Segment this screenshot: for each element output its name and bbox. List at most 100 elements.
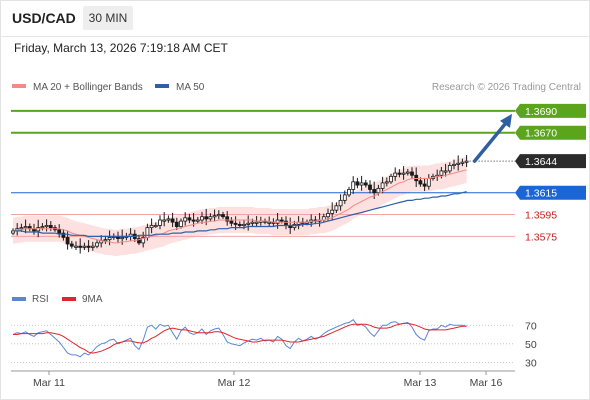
candle-body [48, 225, 53, 229]
candle-body [179, 220, 183, 227]
candle-body [74, 245, 78, 248]
candle-body [267, 221, 272, 224]
credit-text: Research © 2026 Trading Central [432, 82, 581, 93]
symbol-label: USD/CAD [12, 10, 76, 26]
candle-body [439, 170, 444, 176]
candle-body [36, 227, 41, 232]
candle-body [410, 171, 414, 176]
candle-body [141, 237, 146, 244]
candle-body [187, 217, 192, 221]
candle-body [149, 225, 154, 229]
candle-body [23, 226, 28, 229]
rsi-legend-swatch-1 [62, 297, 76, 301]
candle-body [330, 209, 335, 214]
candle-body [107, 237, 112, 241]
candle-body [195, 219, 200, 222]
candle-body [44, 225, 49, 228]
candle-body [162, 219, 167, 222]
candle-body [363, 182, 368, 186]
candle-body [355, 181, 360, 186]
rsi-tick-70: 70 [525, 320, 537, 332]
candle-body [342, 194, 347, 201]
candle-body [418, 180, 423, 185]
candle-body [422, 183, 427, 187]
pivot-tag-1.3615-box [515, 185, 586, 200]
ma20-line [12, 169, 467, 244]
legend-swatch-1 [155, 84, 169, 88]
candle-body [380, 182, 385, 189]
candle-body [426, 178, 431, 187]
projection-arrow-shaft [472, 121, 508, 163]
candle-body [57, 229, 62, 234]
x-tick-label-0: Mar 11 [33, 377, 65, 389]
candle-body [90, 245, 95, 248]
candle-body [82, 245, 87, 248]
candle-body [393, 172, 398, 177]
candle-body [225, 216, 230, 222]
candle-body [376, 187, 381, 194]
rsi-legend-label-0: RSI [32, 294, 49, 305]
pivot-tag-1.3615-text: 1.3615 [525, 188, 557, 200]
candle-body [212, 215, 217, 218]
candle-body [200, 216, 204, 221]
candle-body [401, 172, 406, 175]
candle-body [137, 238, 141, 244]
candle-body [405, 171, 410, 174]
candle-body [447, 165, 452, 172]
legend-label-1: MA 50 [176, 82, 205, 93]
candle-body [347, 189, 351, 196]
candle-body [334, 205, 339, 211]
timeframe-button[interactable]: 30 MIN [83, 6, 133, 30]
ma50-line [13, 191, 467, 237]
rsi-line [12, 319, 467, 358]
candle-body [19, 227, 24, 230]
candle-body [145, 227, 150, 238]
rsi-legend-label-1: 9MA [82, 294, 103, 305]
candle-body [389, 175, 393, 183]
rsi-tick-50: 50 [525, 339, 537, 351]
candle-body [153, 225, 158, 228]
candle-body [326, 213, 330, 218]
rsi-tick-30: 30 [525, 357, 537, 369]
candle-body [69, 243, 74, 247]
legend-swatch-0 [12, 84, 26, 88]
target-tag-1.3690-box [515, 103, 586, 118]
candle-body [443, 170, 448, 173]
candle-body [254, 221, 259, 224]
candle-body [275, 219, 280, 224]
target-tag-1.3690-text: 1.3690 [525, 106, 557, 118]
x-tick-label-1: Mar 12 [218, 377, 251, 389]
rsi-legend-swatch-0 [12, 297, 26, 301]
candle-body [158, 219, 162, 226]
candle-body [86, 245, 91, 248]
timestamp-label: Friday, March 13, 2026 7:19:18 AM CET [14, 41, 228, 55]
candle-body [229, 220, 234, 224]
candle-body [233, 222, 238, 225]
candle-body [166, 218, 171, 221]
candle-body [351, 181, 356, 190]
rsi-9ma-line [13, 322, 467, 354]
target-tag-1.3670-box [515, 125, 586, 140]
chart-header: USD/CAD 30 MIN [0, 0, 590, 37]
current-price-tag-text: 1.3644 [525, 156, 557, 168]
candle-body [40, 226, 45, 229]
x-tick-label-3: Mar 16 [470, 377, 503, 389]
candle-body [359, 182, 364, 186]
candle-body [250, 221, 255, 224]
candle-body [103, 239, 108, 242]
candle-body [204, 216, 209, 220]
candle-body [61, 232, 66, 238]
candle-body [78, 245, 83, 248]
candle-body [384, 181, 389, 184]
candle-body [183, 217, 188, 222]
candle-body [120, 237, 125, 240]
legend-label-0: MA 20 + Bollinger Bands [33, 82, 143, 93]
candle-body [65, 237, 70, 245]
current-price-tag-box [515, 154, 586, 169]
candle-body [460, 161, 465, 164]
candle-body [237, 223, 242, 226]
candle-body [279, 219, 284, 222]
candle-body [216, 214, 221, 217]
candle-body [95, 242, 99, 247]
